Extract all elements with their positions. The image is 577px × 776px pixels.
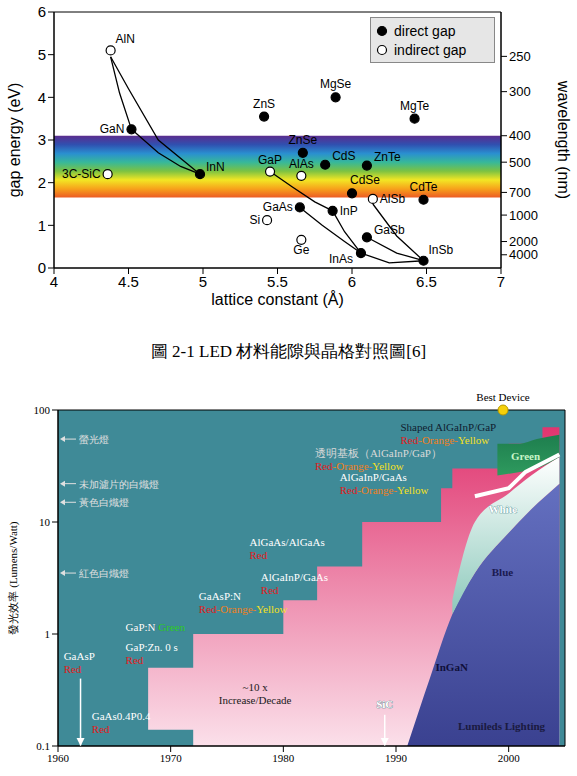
svg-text:AlSb: AlSb xyxy=(380,192,406,206)
svg-text:6: 6 xyxy=(348,273,356,290)
svg-text:4: 4 xyxy=(38,89,46,106)
svg-text:Red-Orange-Yellow: Red-Orange-Yellow xyxy=(199,603,288,615)
html-text:圖 2-1 LED 材料能隙與晶格對照圖[6]: 圖 2-1 LED 材料能隙與晶格對照圖[6] xyxy=(150,341,427,361)
svg-text:CdS: CdS xyxy=(332,149,355,163)
svg-text:AlAs: AlAs xyxy=(289,157,314,171)
svg-text:Red-Orange-Yellow: Red-Orange-Yellow xyxy=(401,434,490,446)
svg-text:Red-Orange-Yellow: Red-Orange-Yellow xyxy=(315,460,404,472)
svg-text:GaAsP:N: GaAsP:N xyxy=(199,590,241,602)
svg-text:~10 x: ~10 x xyxy=(243,681,269,693)
svg-text:未加濾片的白熾燈: 未加濾片的白熾燈 xyxy=(79,479,159,490)
svg-text:4.5: 4.5 xyxy=(118,273,139,290)
svg-text:3C-SiC: 3C-SiC xyxy=(62,167,101,181)
svg-text:SiC: SiC xyxy=(376,698,393,710)
svg-text:ZnSe: ZnSe xyxy=(288,133,317,147)
svg-text:AlGaInP/GaAs: AlGaInP/GaAs xyxy=(261,571,328,583)
svg-text:Red: Red xyxy=(64,663,82,675)
svg-text:InGaN: InGaN xyxy=(435,661,467,673)
svg-text:0.1: 0.1 xyxy=(36,740,50,752)
svg-text:GaAs0.4P0.4: GaAs0.4P0.4 xyxy=(92,710,151,722)
svg-text:InP: InP xyxy=(340,204,358,218)
svg-text:2000: 2000 xyxy=(498,752,521,764)
svg-text:ZnTe: ZnTe xyxy=(374,150,401,164)
svg-text:MgTe: MgTe xyxy=(400,99,430,113)
svg-text:Red: Red xyxy=(250,549,268,561)
svg-text:螢光燈: 螢光燈 xyxy=(79,434,109,445)
svg-text:AlN: AlN xyxy=(116,32,135,46)
svg-text:GaSb: GaSb xyxy=(374,223,405,237)
svg-text:1: 1 xyxy=(45,628,51,640)
svg-text:Ge: Ge xyxy=(293,243,309,257)
svg-text:Red-Orange-Yellow: Red-Orange-Yellow xyxy=(340,484,429,496)
svg-text:5.5: 5.5 xyxy=(267,273,288,290)
html-text:indirect gap: indirect gap xyxy=(394,41,467,58)
svg-text:lattice constant (Å): lattice constant (Å) xyxy=(211,290,344,308)
svg-text:GaP: GaP xyxy=(258,153,282,167)
svg-text:Increase/Decade: Increase/Decade xyxy=(219,694,292,706)
svg-text:4: 4 xyxy=(50,273,58,290)
svg-text:Red: Red xyxy=(261,584,279,596)
svg-text:AlGaAs/AlGaAs: AlGaAs/AlGaAs xyxy=(250,536,325,548)
svg-text:Lumileds Lighting: Lumileds Lighting xyxy=(458,720,546,732)
svg-text:7: 7 xyxy=(497,273,505,290)
svg-text:Red: Red xyxy=(126,654,144,666)
svg-text:5: 5 xyxy=(199,273,207,290)
svg-text:gap energy (eV): gap energy (eV) xyxy=(6,83,23,198)
svg-text:Green: Green xyxy=(511,450,540,462)
svg-text:100: 100 xyxy=(34,404,51,416)
svg-text:Blue: Blue xyxy=(492,566,514,578)
svg-text:黃色白熾燈: 黃色白熾燈 xyxy=(79,497,129,508)
svg-text:MgSe: MgSe xyxy=(320,77,352,91)
svg-text:2: 2 xyxy=(38,174,46,191)
svg-text:5: 5 xyxy=(38,46,46,63)
svg-text:InAs: InAs xyxy=(329,252,353,266)
svg-text:InSb: InSb xyxy=(429,243,454,257)
svg-text:GaAs: GaAs xyxy=(263,200,293,214)
svg-text:6.5: 6.5 xyxy=(416,273,437,290)
svg-text:Si: Si xyxy=(249,213,260,227)
svg-text:300: 300 xyxy=(509,84,531,99)
svg-text:ZnS: ZnS xyxy=(253,97,275,111)
svg-text:6: 6 xyxy=(38,3,46,20)
svg-text:White: White xyxy=(488,503,517,515)
svg-text:1000: 1000 xyxy=(509,208,538,223)
svg-text:CdTe: CdTe xyxy=(410,180,438,194)
svg-text:10: 10 xyxy=(39,516,51,528)
svg-text:1970: 1970 xyxy=(160,752,183,764)
svg-text:1980: 1980 xyxy=(272,752,295,764)
svg-text:4000: 4000 xyxy=(509,247,538,262)
svg-text:發光效率 (Lumens/Watt): 發光效率 (Lumens/Watt) xyxy=(7,521,20,634)
svg-text:InN: InN xyxy=(206,160,225,174)
svg-text:1990: 1990 xyxy=(385,752,408,764)
svg-text:1960: 1960 xyxy=(47,752,70,764)
svg-text:700: 700 xyxy=(509,185,531,200)
svg-text:Red: Red xyxy=(92,723,110,735)
html-text:direct gap: direct gap xyxy=(394,22,456,39)
svg-text:3: 3 xyxy=(38,131,46,148)
svg-text:2000: 2000 xyxy=(509,234,538,250)
svg-text:250: 250 xyxy=(509,49,531,64)
svg-text:wavelength (nm): wavelength (nm) xyxy=(555,80,572,199)
svg-text:Best Device: Best Device xyxy=(476,392,530,403)
svg-text:1: 1 xyxy=(38,217,46,234)
svg-text:GaN: GaN xyxy=(100,122,125,136)
svg-text:GaP:Zn. 0 s: GaP:Zn. 0 s xyxy=(126,641,178,653)
svg-text:GaAsP: GaAsP xyxy=(64,650,95,662)
svg-text:AlGaInP/GaAs: AlGaInP/GaAs xyxy=(340,471,407,483)
svg-text:紅色白熾燈: 紅色白熾燈 xyxy=(79,568,129,579)
svg-text:0: 0 xyxy=(38,259,46,276)
svg-text:透明基板（AlGaInP/GaP）: 透明基板（AlGaInP/GaP） xyxy=(315,447,442,459)
svg-text:GaP:N Green: GaP:N Green xyxy=(126,621,186,633)
svg-text:500: 500 xyxy=(509,155,531,170)
svg-text:400: 400 xyxy=(509,128,531,143)
svg-text:Shaped AlGaInP/GaP: Shaped AlGaInP/GaP xyxy=(401,421,497,433)
svg-text:CdSe: CdSe xyxy=(350,173,380,187)
